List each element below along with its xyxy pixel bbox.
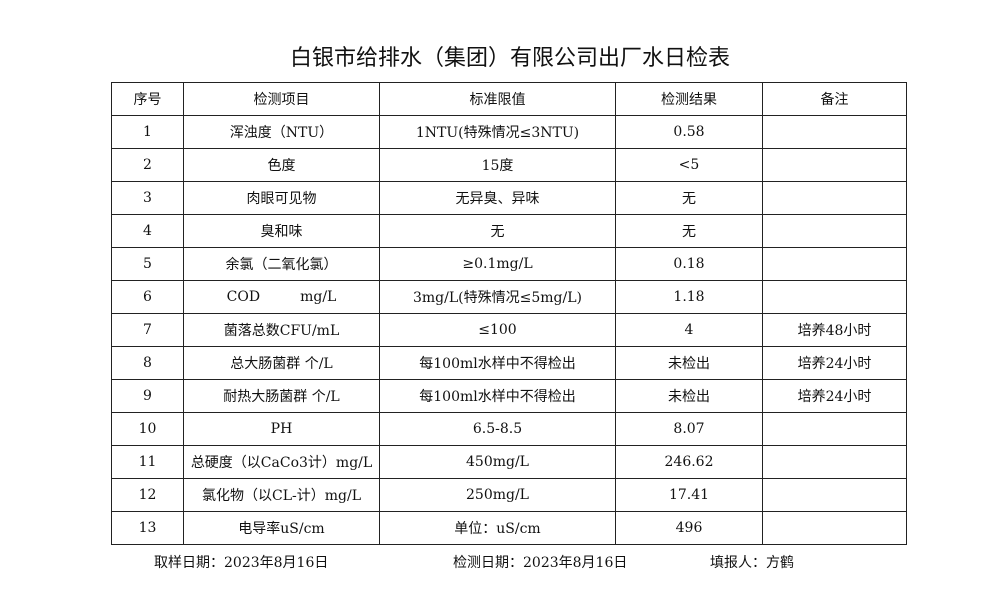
sampling-date: 取样日期：2023年8月16日 — [154, 555, 329, 571]
cell-standard: 250mg/L — [379, 478, 616, 512]
table-row: 10 PH 6.5-8.5 8.07 — [111, 412, 907, 446]
cell-remark — [762, 280, 907, 314]
cell-result: <5 — [615, 148, 763, 182]
cell-index: 7 — [111, 313, 184, 347]
cell-result: 未检出 — [615, 346, 763, 380]
cell-remark — [762, 247, 907, 281]
test-date: 检测日期：2023年8月16日 — [453, 555, 628, 571]
cell-item: 耐热大肠菌群 个/L — [183, 379, 380, 413]
cell-index: 8 — [111, 346, 184, 380]
table-row: 7 菌落总数CFU/mL ≤100 4 培养48小时 — [111, 313, 907, 347]
table-row: 8 总大肠菌群 个/L 每100ml水样中不得检出 未检出 培养24小时 — [111, 346, 907, 380]
header-item: 检测项目 — [183, 82, 380, 116]
cell-standard: 450mg/L — [379, 445, 616, 479]
cell-remark: 培养24小时 — [762, 379, 907, 413]
cell-result: 未检出 — [615, 379, 763, 413]
cell-item: 浑浊度（NTU） — [183, 115, 380, 149]
cell-standard: 每100ml水样中不得检出 — [379, 379, 616, 413]
cell-item: COD mg/L — [183, 280, 380, 314]
cell-item: 臭和味 — [183, 214, 380, 248]
cell-remark — [762, 148, 907, 182]
cell-index: 4 — [111, 214, 184, 248]
cell-result: 1.18 — [615, 280, 763, 314]
cell-remark — [762, 181, 907, 215]
cell-remark — [762, 412, 907, 446]
cell-index: 13 — [111, 511, 184, 545]
cell-result: 无 — [615, 181, 763, 215]
table-row: 5 余氯（二氧化氯） ≥0.1mg/L 0.18 — [111, 247, 907, 281]
cell-result: 8.07 — [615, 412, 763, 446]
header-result: 检测结果 — [615, 82, 763, 116]
cell-standard: 6.5-8.5 — [379, 412, 616, 446]
cell-result: 0.58 — [615, 115, 763, 149]
cell-index: 6 — [111, 280, 184, 314]
cell-standard: ≥0.1mg/L — [379, 247, 616, 281]
cell-result: 4 — [615, 313, 763, 347]
cell-result: 0.18 — [615, 247, 763, 281]
inspection-table: 序号 检测项目 标准限值 检测结果 备注 1 浑浊度（NTU） 1NTU(特殊情况≤… — [111, 82, 907, 545]
cell-remark — [762, 511, 907, 545]
cell-item: 肉眼可见物 — [183, 181, 380, 215]
cell-index: 2 — [111, 148, 184, 182]
table-row: 9 耐热大肠菌群 个/L 每100ml水样中不得检出 未检出 培养24小时 — [111, 379, 907, 413]
cell-standard: 3mg/L(特殊情况≤5mg/L) — [379, 280, 616, 314]
cell-standard: 单位：uS/cm — [379, 511, 616, 545]
table-row: 4 臭和味无无 — [111, 214, 907, 248]
cell-standard: 每100ml水样中不得检出 — [379, 346, 616, 380]
cell-remark — [762, 478, 907, 512]
cell-remark — [762, 214, 907, 248]
table-row: 6 COD mg/L 3mg/L(特殊情况≤5mg/L) 1.18 — [111, 280, 907, 314]
cell-index: 12 — [111, 478, 184, 512]
cell-remark: 培养48小时 — [762, 313, 907, 347]
cell-item: PH — [183, 412, 380, 446]
cell-standard: 15度 — [379, 148, 616, 182]
cell-standard: 无异臭、异味 — [379, 181, 616, 215]
table-row: 13 电导率uS/cm 单位：uS/cm 496 — [111, 511, 907, 545]
header-remark: 备注 — [762, 82, 907, 116]
cell-index: 11 — [111, 445, 184, 479]
cell-remark — [762, 115, 907, 149]
reporter: 填报人：方鹤 — [710, 555, 794, 571]
header-index: 序号 — [111, 82, 184, 116]
cell-standard: 无 — [379, 214, 616, 248]
cell-remark: 培养24小时 — [762, 346, 907, 380]
header-standard: 标准限值 — [379, 82, 616, 116]
cell-index: 5 — [111, 247, 184, 281]
cell-standard: ≤100 — [379, 313, 616, 347]
cell-item: 总大肠菌群 个/L — [183, 346, 380, 380]
table-row: 3 肉眼可见物 无异臭、异味无 — [111, 181, 907, 215]
table-row: 2 色度 15度 <5 — [111, 148, 907, 182]
table-header-row: 序号 检测项目 标准限值 检测结果 备注 — [111, 82, 907, 116]
cell-index: 1 — [111, 115, 184, 149]
cell-item: 余氯（二氧化氯） — [183, 247, 380, 281]
cell-item: 总硬度（以CaCo3计）mg/L — [183, 445, 380, 479]
page-title: 白银市给排水（集团）有限公司出厂水日检表 — [289, 46, 730, 71]
table-row: 12 氯化物（以CL-计）mg/L 250mg/L 17.41 — [111, 478, 907, 512]
cell-item: 氯化物（以CL-计）mg/L — [183, 478, 380, 512]
cell-index: 9 — [111, 379, 184, 413]
cell-item: 菌落总数CFU/mL — [183, 313, 380, 347]
cell-result: 246.62 — [615, 445, 763, 479]
cell-item: 色度 — [183, 148, 380, 182]
cell-result: 17.41 — [615, 478, 763, 512]
cell-result: 无 — [615, 214, 763, 248]
cell-result: 496 — [615, 511, 763, 545]
cell-index: 3 — [111, 181, 184, 215]
table-row: 1 浑浊度（NTU） 1NTU(特殊情况≤3NTU) 0.58 — [111, 115, 907, 149]
cell-standard: 1NTU(特殊情况≤3NTU) — [379, 115, 616, 149]
cell-index: 10 — [111, 412, 184, 446]
cell-remark — [762, 445, 907, 479]
table-row: 11 总硬度（以CaCo3计）mg/L 450mg/L 246.62 — [111, 445, 907, 479]
cell-item: 电导率uS/cm — [183, 511, 380, 545]
